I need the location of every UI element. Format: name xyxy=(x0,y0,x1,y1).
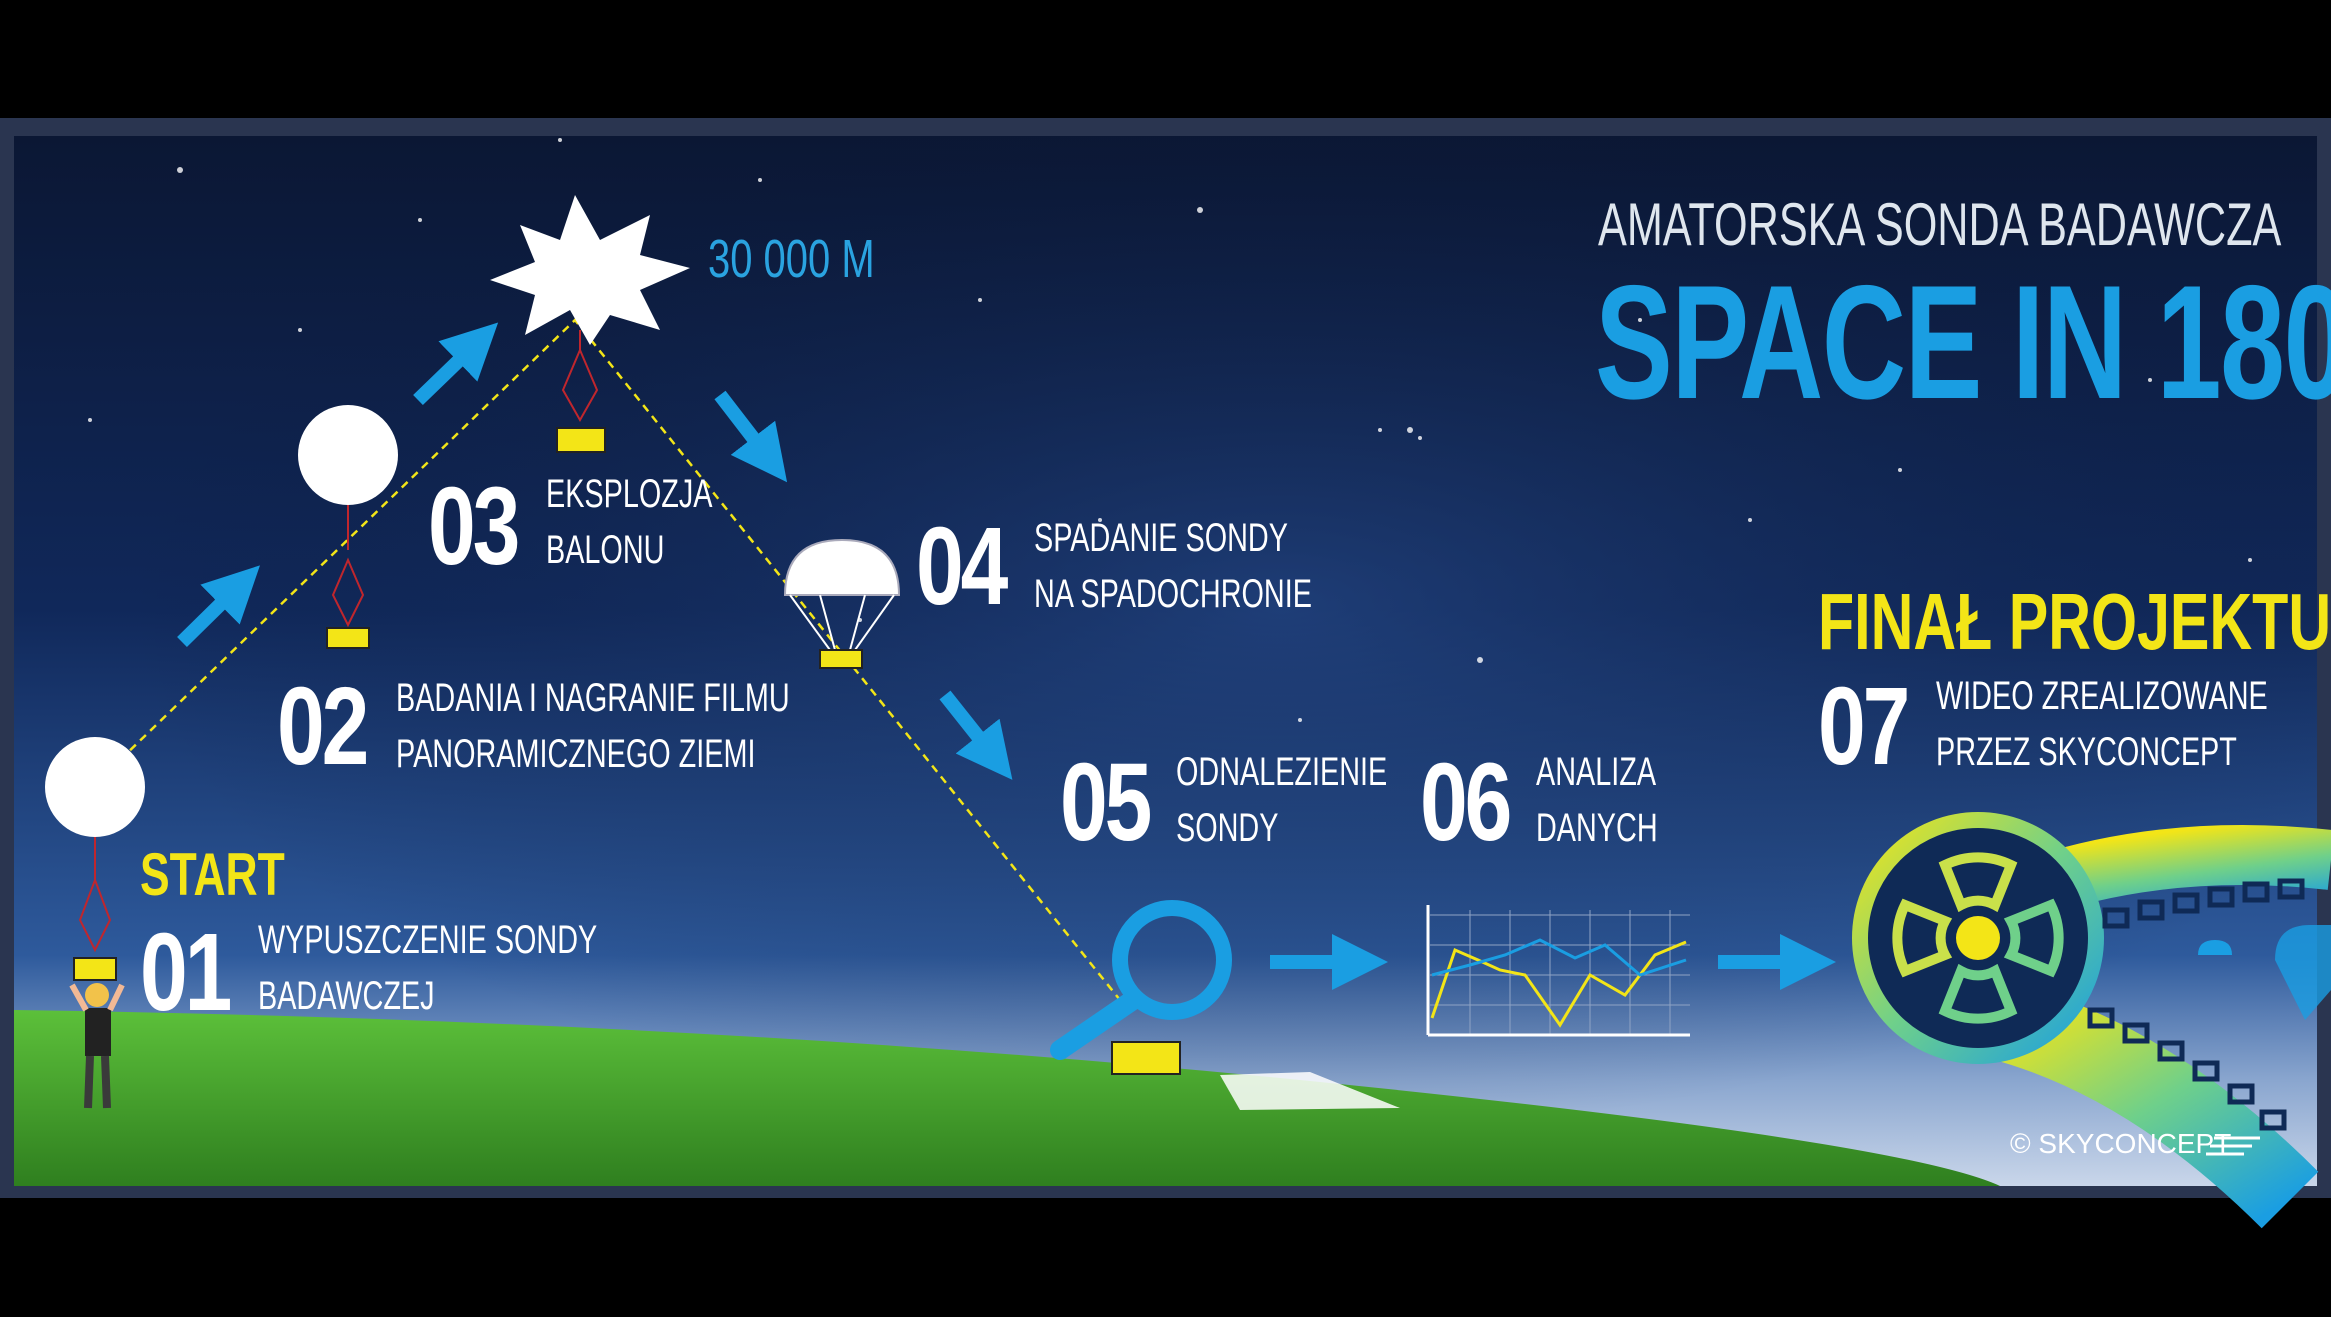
step-label-06: ANALIZA DANYCH xyxy=(1536,750,1658,850)
arrow-icon xyxy=(177,565,260,647)
start-label: START xyxy=(140,841,285,908)
person-icon xyxy=(69,983,125,1109)
arrow-icon xyxy=(714,390,788,483)
step-label-01: WYPUSZCZENIE SONDY BADAWCZEJ xyxy=(258,918,598,1018)
balloon-icon xyxy=(45,737,145,981)
altitude-label: 30 000 M xyxy=(708,229,875,289)
arrows xyxy=(177,322,1836,990)
probe-box-icon xyxy=(1111,1041,1181,1075)
arrow-icon xyxy=(413,322,499,406)
parachute-icon xyxy=(2198,925,2331,1020)
chart-icon xyxy=(1426,905,1690,1037)
balloon-icon xyxy=(298,405,398,649)
step-label-04: SPADANIE SONDY NA SPADOCHRONIE xyxy=(1034,516,1312,616)
probe-box-icon xyxy=(556,427,606,453)
step-number-01: 01 xyxy=(140,911,232,1034)
header-subtitle: AMATORSKA SONDA BADAWCZA xyxy=(1598,191,2282,258)
step-label-05: ODNALEZIENIE SONDY xyxy=(1176,750,1388,850)
step-number-02: 02 xyxy=(277,665,369,788)
parachute-icon xyxy=(783,538,901,669)
film-reel-icon xyxy=(1852,812,2331,1229)
stars xyxy=(88,138,2252,722)
skyconcept-logo xyxy=(2206,1136,2260,1156)
step-number-06: 06 xyxy=(1420,741,1512,864)
arrow-icon xyxy=(939,690,1013,780)
probe-box-icon xyxy=(73,957,117,981)
explosion-icon xyxy=(490,195,690,453)
step-number-07: 07 xyxy=(1818,665,1910,788)
step-label-02: BADANIA I NAGRANIE FILMU PANORAMICZNEGO … xyxy=(396,676,790,776)
flight-path xyxy=(119,318,1121,1001)
step-number-04: 04 xyxy=(916,505,1008,628)
ground xyxy=(14,1010,2000,1186)
step-number-05: 05 xyxy=(1060,741,1152,864)
probe-box-icon xyxy=(326,627,370,649)
step-label-03: EKSPLOZJA BALONU xyxy=(546,472,713,572)
probe-box-icon xyxy=(819,649,863,669)
magnifier-icon xyxy=(1050,900,1400,1110)
step-label-07: WIDEO ZREALIZOWANE PRZEZ SKYCONCEPT xyxy=(1936,674,2268,774)
step-number-03: 03 xyxy=(428,465,520,588)
header-title: SPACE IN 180° xyxy=(1595,252,2331,433)
final-label: FINAŁ PROJEKTU xyxy=(1818,577,2331,666)
copyright: © SKYCONCEPT xyxy=(2010,1128,2232,1159)
